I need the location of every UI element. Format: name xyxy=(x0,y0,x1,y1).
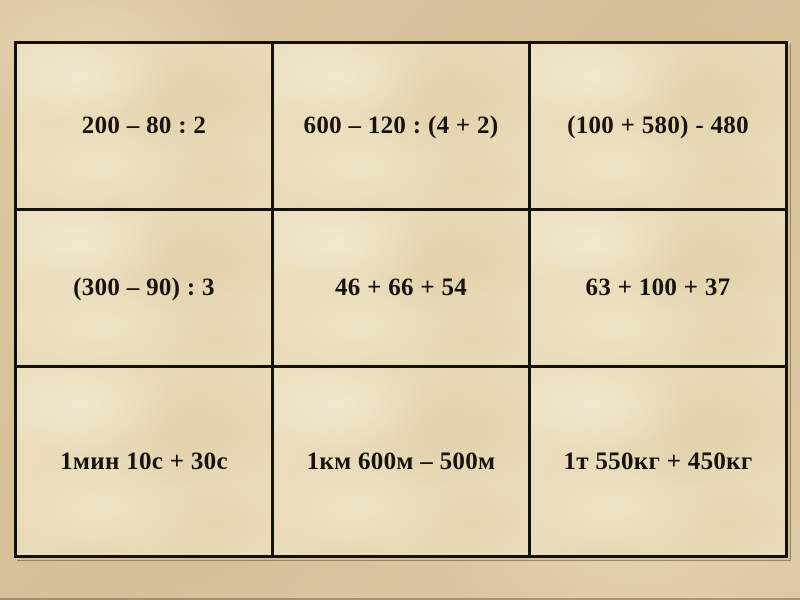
table-cell: (300 – 90) : 3 xyxy=(17,211,271,365)
slide-bottom-edge xyxy=(0,598,800,600)
expression-text: 200 – 80 : 2 xyxy=(81,112,207,139)
expression-text: (100 + 580) - 480 xyxy=(567,112,749,139)
expression-text: 63 + 100 + 37 xyxy=(585,274,731,301)
table-cell: 200 – 80 : 2 xyxy=(17,44,271,208)
expression-text: 46 + 66 + 54 xyxy=(334,274,468,301)
table-cell: 1км 600м – 500м xyxy=(274,368,528,555)
table-cell: 63 + 100 + 37 xyxy=(531,211,785,365)
table-cell: 46 + 66 + 54 xyxy=(274,211,528,365)
expression-text: 1мин 10с + 30с xyxy=(60,447,228,475)
expressions-table: 200 – 80 : 2 600 – 120 : (4 + 2) (100 + … xyxy=(14,41,788,558)
expression-text: (300 – 90) : 3 xyxy=(73,274,215,301)
expression-text: 1т 550кг + 450кг xyxy=(563,447,753,475)
table-cell: 1мин 10с + 30с xyxy=(17,368,271,555)
table-cell: 600 – 120 : (4 + 2) xyxy=(274,44,528,208)
expression-text: 1км 600м – 500м xyxy=(306,447,496,475)
expression-text: 600 – 120 : (4 + 2) xyxy=(303,112,499,139)
table-cell: (100 + 580) - 480 xyxy=(531,44,785,208)
table-cell: 1т 550кг + 450кг xyxy=(531,368,785,555)
